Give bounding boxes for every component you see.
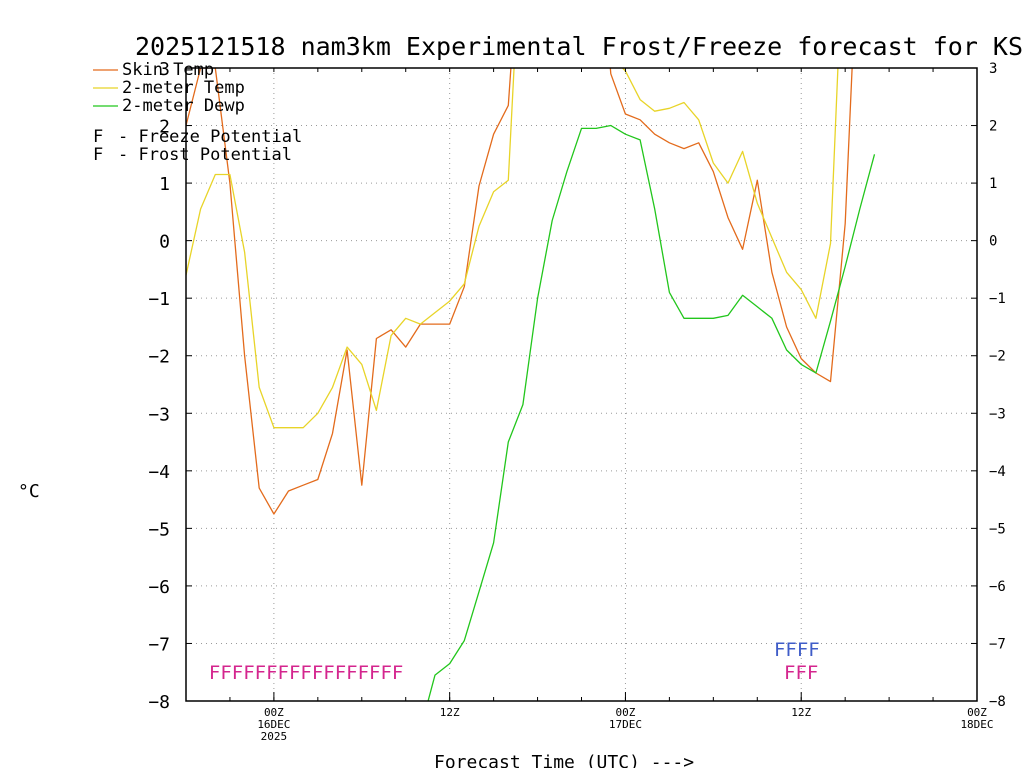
y-tick-label: 3 bbox=[159, 59, 170, 80]
y-tick-label-right: −3 bbox=[989, 406, 1006, 422]
y-tick-label: 0 bbox=[159, 232, 170, 253]
series-skin-temp bbox=[186, 68, 853, 515]
x-tick-label: 12Z bbox=[791, 706, 811, 719]
frost-potential-marker: FFFF bbox=[774, 639, 820, 661]
x-axis-label: Forecast Time (UTC) ---> bbox=[434, 752, 694, 768]
freeze-potential-marker: FFFFFFFFFFFFFFFFF bbox=[209, 662, 403, 684]
x-tick-label: 00Z bbox=[967, 706, 987, 719]
series-2-meter-temp bbox=[186, 68, 839, 429]
y-tick-label-right: −2 bbox=[989, 349, 1006, 365]
y-tick-label-right: −5 bbox=[989, 521, 1006, 537]
y-tick-label: −2 bbox=[148, 347, 170, 368]
axes: −8 −8 −7 −7 −6 −6 −5 −5 −4 −4 −3 −3 −2 −2 −1 −1 0 0 1 1 2 2 3 3… bbox=[148, 59, 1006, 743]
x-tick-label: 12Z bbox=[440, 706, 460, 719]
freeze-potential-marker: FFF bbox=[784, 662, 818, 684]
x-tick-label: 00Z bbox=[616, 706, 636, 719]
y-tick-label: 1 bbox=[159, 174, 170, 195]
y-axis-label: °C bbox=[18, 481, 40, 502]
x-tick-label: 2025 bbox=[261, 730, 288, 743]
x-tick-label: 16DEC bbox=[257, 718, 290, 731]
x-tick-label: 18DEC bbox=[960, 718, 993, 731]
y-tick-label-right: 0 bbox=[989, 234, 997, 250]
legend-label: Skin Temp bbox=[122, 60, 214, 80]
y-tick-label-right: 2 bbox=[989, 119, 997, 135]
legend-potential-letter: F bbox=[93, 127, 103, 147]
legend-label: 2-meter Temp bbox=[122, 78, 245, 98]
y-tick-label-right: 3 bbox=[989, 61, 997, 77]
y-tick-label-right: 1 bbox=[989, 176, 997, 192]
y-tick-label-right: −4 bbox=[989, 464, 1006, 480]
y-tick-label-right: −7 bbox=[989, 636, 1006, 652]
y-tick-label-right: −6 bbox=[989, 579, 1006, 595]
y-tick-label: −5 bbox=[148, 519, 170, 540]
legend-potential-label: - Freeze Potential bbox=[118, 127, 302, 147]
y-tick-label: −1 bbox=[148, 289, 170, 310]
chart-title: 2025121518 nam3km Experimental Frost/Fre… bbox=[135, 32, 1024, 61]
y-tick-label: 2 bbox=[159, 117, 170, 138]
y-tick-label: −3 bbox=[148, 404, 170, 425]
y-tick-label: −6 bbox=[148, 577, 170, 598]
legend-potential-letter: F bbox=[93, 145, 103, 165]
y-tick-label: −7 bbox=[148, 634, 170, 655]
legend-potential-label: - Frost Potential bbox=[118, 145, 292, 165]
plot-frame bbox=[185, 67, 978, 702]
y-tick-label: −4 bbox=[148, 462, 170, 483]
y-tick-label-right: −1 bbox=[989, 291, 1006, 307]
series-2-meter-dewp bbox=[427, 124, 876, 701]
x-tick-label: 00Z bbox=[264, 706, 284, 719]
y-tick-label: −8 bbox=[148, 692, 170, 713]
series-layer bbox=[186, 68, 876, 701]
legend-label: 2-meter Dewp bbox=[122, 96, 245, 116]
y-tick-label-right: −8 bbox=[989, 694, 1006, 710]
x-tick-label: 17DEC bbox=[609, 718, 642, 731]
grid-lines bbox=[186, 68, 978, 701]
